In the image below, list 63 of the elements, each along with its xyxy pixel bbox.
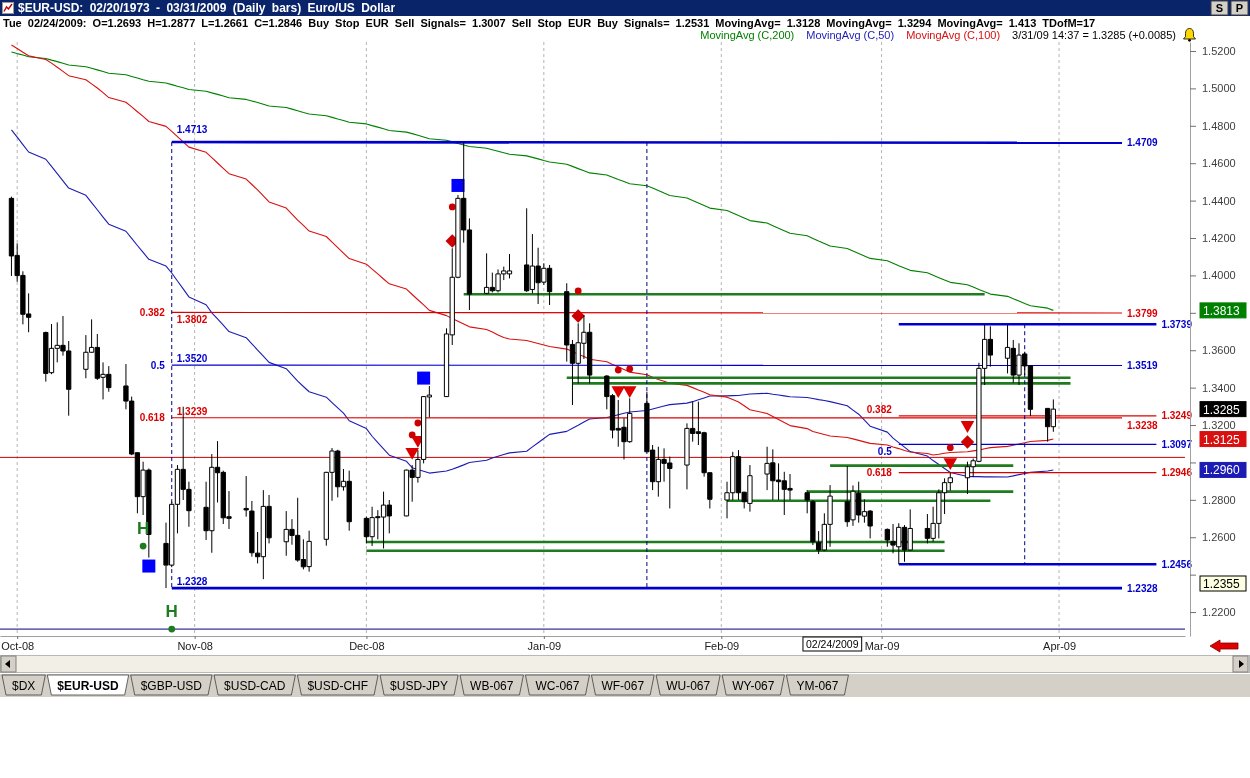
data-label: 1.3520: [176, 353, 208, 365]
text: S: [1215, 2, 1224, 14]
series-label: 0.382: [139, 306, 166, 318]
x-tick-label: Jan-09: [527, 639, 562, 652]
x-tick-label: Dec-08: [349, 639, 385, 652]
text: 1.3813: [1203, 303, 1241, 318]
y-tick-label: 1.4600: [1202, 157, 1236, 170]
x-tick-label: Apr-09: [1043, 639, 1077, 652]
y-tick-label: 1.3600: [1202, 344, 1236, 357]
series-label: 0.5: [150, 359, 166, 371]
data-label: 1.3799: [1127, 307, 1159, 319]
text: WB-067: [470, 679, 514, 693]
text: MovingAvg (C,100): [906, 29, 1001, 41]
text: WC-067: [535, 679, 580, 693]
y-tick-label: 1.4000: [1202, 269, 1236, 282]
chart-subtitle: Tue 02/24/2009: O=1.2693 H=1.2877 L=1.2661 C=1.2846 Buy Stop EUR Sell Signals= 1.3007 Sell Stop EUR Buy Signals= 1.2531 MovingAvg= 1.3128 MovingAvg= 1.3294 MovingAvg= 1.413 TDofM=17: [3, 17, 1096, 29]
text: $USD-CHF: [307, 679, 369, 693]
text: $USD-CAD: [224, 679, 286, 693]
text: $DX: [12, 679, 36, 693]
data-label: H: [165, 601, 178, 621]
y-tick-label: 1.2600: [1202, 531, 1236, 544]
y-tick-label: 1.3400: [1202, 381, 1236, 394]
y-tick-label: 1.2200: [1202, 606, 1236, 619]
series-label: 0.618: [866, 467, 893, 479]
y-tick-label: 1.4400: [1202, 194, 1236, 207]
text: 1.3125: [1203, 432, 1241, 447]
series-label: 0.618: [139, 412, 166, 424]
text: YM-067: [796, 679, 839, 693]
x-tick-label: Feb-09: [704, 639, 740, 652]
data-label: 1.4713: [176, 124, 208, 136]
text: 1.2960: [1203, 463, 1241, 478]
text: 1.3285: [1203, 402, 1241, 417]
text: 1.2355: [1203, 577, 1241, 591]
text: WU-067: [666, 679, 711, 693]
data-label: 1.3238: [1127, 419, 1159, 431]
y-tick-label: 1.5000: [1202, 82, 1236, 95]
text: WF-067: [601, 679, 645, 693]
x-tick-label: Oct-08: [1, 639, 35, 652]
y-tick-label: 1.2800: [1202, 493, 1236, 506]
data-label: 1.3519: [1127, 359, 1159, 371]
y-tick-label: 1.4200: [1202, 232, 1236, 245]
y-tick-label: 1.4800: [1202, 119, 1236, 132]
data-label: 1.2328: [176, 576, 208, 588]
text: 02/24/2009: [805, 638, 859, 650]
series-label: 0.5: [877, 446, 893, 458]
chart-title: $EUR-USD: 02/20/1973 - 03/31/2009 (Daily bars) Euro/US Dollar: [18, 1, 396, 15]
x-tick-label: Mar-09: [864, 639, 900, 652]
text: $USD-JPY: [390, 679, 449, 693]
text: $EUR-USD: [57, 679, 120, 693]
text: MovingAvg (C,50): [806, 29, 895, 41]
text: MovingAvg (C,200): [700, 29, 795, 41]
data-label: 1.2328: [1127, 582, 1159, 594]
text: P: [1235, 2, 1244, 14]
data-label: 1.3097: [1161, 438, 1193, 450]
text: 3/31/09 14:37 = 1.3285 (+0.0085): [1012, 29, 1176, 41]
y-tick-label: 1.3200: [1202, 419, 1236, 432]
y-tick-label: 1.5200: [1202, 45, 1236, 57]
x-tick-label: Nov-08: [177, 639, 213, 652]
data-label: 1.4709: [1127, 137, 1159, 149]
text: WY-067: [732, 679, 775, 693]
series-label: 0.382: [866, 403, 893, 415]
text: $GBP-USD: [140, 679, 203, 693]
data-label: 1.3802: [176, 314, 208, 326]
